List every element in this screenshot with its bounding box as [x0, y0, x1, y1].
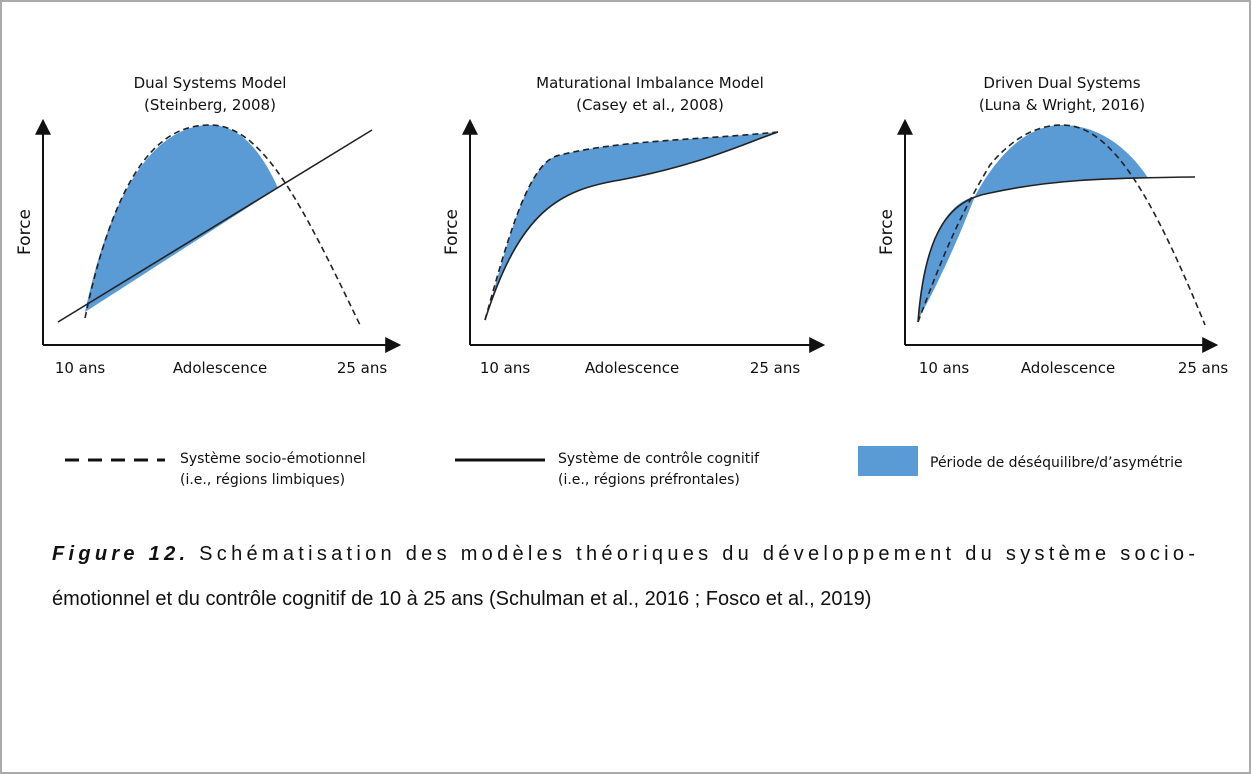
x-label: 25 ans	[750, 359, 801, 377]
imbalance-area	[918, 196, 975, 320]
x-label: 25 ans	[1178, 359, 1229, 377]
x-label: Adolescence	[1021, 359, 1115, 377]
socio-emotional-curve	[84, 124, 361, 326]
panel: Maturational Imbalance Model (Casey et a…	[442, 74, 826, 377]
x-label: 25 ans	[337, 359, 388, 377]
imbalance-area	[487, 132, 778, 316]
x-label: Adolescence	[173, 359, 267, 377]
y-label: Force	[15, 209, 35, 255]
legend-label: Système socio-émotionnel	[180, 451, 366, 467]
panel-subtitle: (Casey et al., 2008)	[576, 96, 724, 114]
panel: Dual Systems Model (Steinberg, 2008) For…	[15, 74, 402, 377]
cognitive-control-curve	[57, 129, 373, 323]
socio-emotional-curve	[917, 124, 1206, 326]
panel-subtitle: (Steinberg, 2008)	[144, 96, 276, 114]
cognitive-control-curve	[917, 176, 1196, 323]
imbalance-area	[85, 125, 278, 312]
panel-subtitle: (Luna & Wright, 2016)	[979, 96, 1145, 114]
caption-label: Figure 12.	[52, 543, 185, 565]
cognitive-control-curve	[484, 131, 779, 321]
panel-title: Dual Systems Model	[134, 74, 287, 92]
x-label: 10 ans	[55, 359, 106, 377]
socio-emotional-curve	[484, 131, 779, 321]
caption-line: émotionnel et du contrôle cognitif de 10…	[52, 588, 871, 610]
panel-title: Maturational Imbalance Model	[536, 74, 764, 92]
panel: Driven Dual Systems (Luna & Wright, 2016…	[877, 74, 1228, 377]
legend-swatch	[858, 446, 918, 476]
y-label: Force	[877, 209, 897, 255]
legend-label: (i.e., régions préfrontales)	[558, 472, 740, 488]
x-label: 10 ans	[480, 359, 531, 377]
legend: Système socio-émotionnel (i.e., régions …	[65, 446, 1183, 488]
caption-line: Figure 12. Schématisation des modèles th…	[52, 543, 1195, 565]
y-label: Force	[442, 209, 462, 255]
legend-label: Système de contrôle cognitif	[558, 451, 760, 467]
panel-title: Driven Dual Systems	[983, 74, 1140, 92]
legend-label: Période de déséquilibre/d’asymétrie	[930, 455, 1183, 471]
x-label: Adolescence	[585, 359, 679, 377]
x-label: 10 ans	[919, 359, 970, 377]
legend-label: (i.e., régions limbiques)	[180, 472, 345, 488]
